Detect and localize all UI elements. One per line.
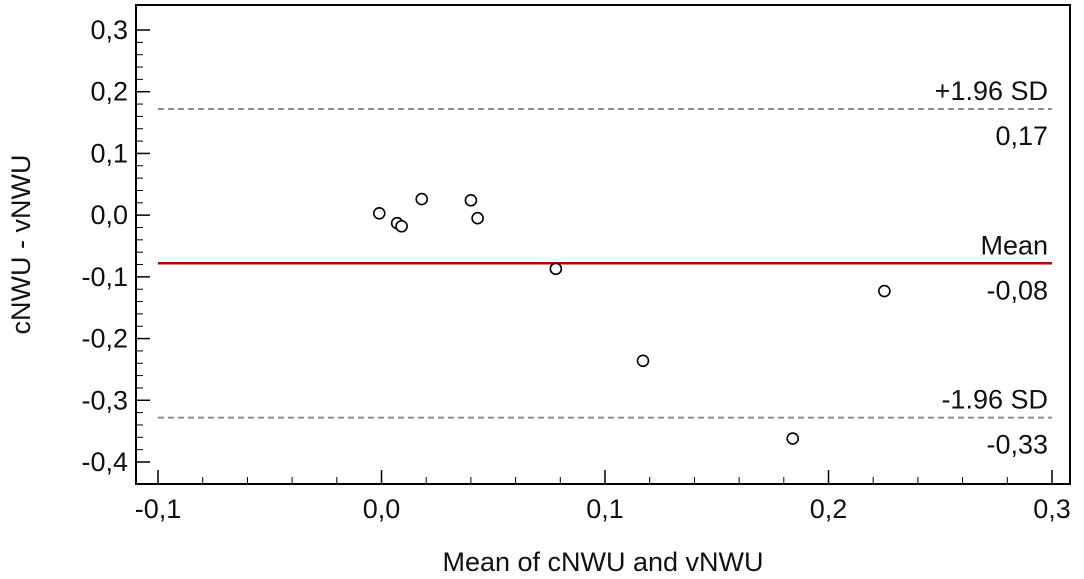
ref-name-mean: Mean (980, 230, 1048, 260)
y-tick-label-3: 0,0 (90, 200, 128, 230)
x-tick-label-3: 0,2 (810, 494, 848, 524)
x-axis-title: Mean of cNWU and vNWU (442, 547, 763, 577)
x-tick-label-1: 0,0 (363, 494, 401, 524)
y-axis-title: cNWU - vNWU (6, 155, 36, 335)
data-point-6 (549, 262, 563, 276)
data-point-9 (878, 284, 891, 298)
y-tick-label-4: -0,1 (81, 262, 128, 292)
ref-name-1-96-sd: +1.96 SD (935, 76, 1048, 106)
ref-value-1-96-sd: 0,17 (995, 121, 1048, 151)
y-tick-label-2: 0,1 (90, 138, 128, 168)
data-points (372, 192, 891, 445)
data-point-3 (415, 192, 429, 206)
y-tick-label-1: 0,2 (90, 77, 128, 107)
ref-value-mean: -0,08 (986, 275, 1048, 305)
ref-value-1-96-sd: -0,33 (986, 430, 1048, 460)
y-tick-label-5: -0,2 (81, 324, 128, 354)
y-tick-label-6: -0,3 (81, 385, 128, 415)
x-tick-label-2: 0,1 (586, 494, 624, 524)
data-point-2 (395, 219, 408, 233)
ref-name-1-96-sd: -1.96 SD (941, 385, 1048, 415)
data-point-0 (372, 206, 386, 220)
reference-lines: +1.96 SD 0,17 Mean -0,08 -1.96 SD -0,33 (158, 76, 1052, 460)
data-point-8 (786, 432, 800, 445)
x-tick-label-4: 0,3 (1033, 494, 1071, 524)
axes: 0,30,20,10,0-0,1-0,2-0,3-0,4-0,1 0,0 0,1 0,… (81, 4, 1071, 524)
y-tick-label-0: 0,3 (90, 15, 128, 45)
data-point-5 (471, 211, 484, 225)
x-tick-label-0: -0,1 (135, 494, 182, 524)
data-point-7 (636, 354, 650, 368)
y-tick-label-7: -0,4 (81, 447, 128, 477)
data-point-4 (464, 194, 478, 207)
plot-frame (135, 4, 1071, 485)
